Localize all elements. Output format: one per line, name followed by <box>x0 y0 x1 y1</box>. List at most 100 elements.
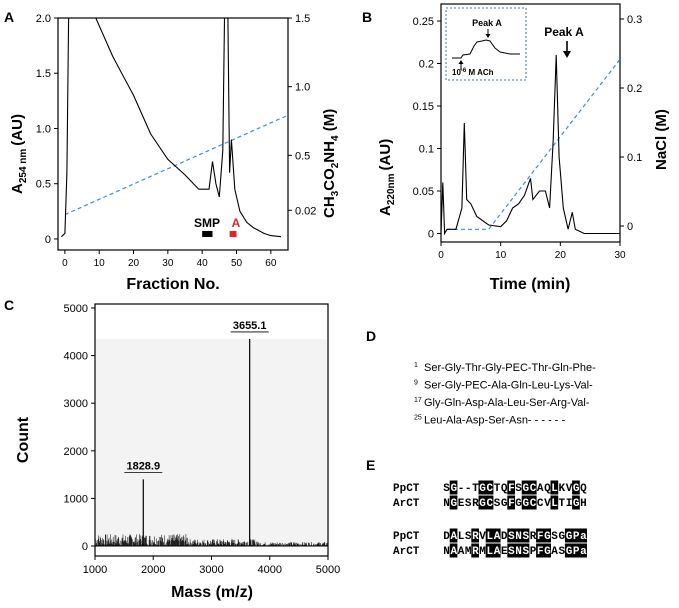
panel-e-residue: N <box>515 531 522 543</box>
panel-e-residue: T <box>558 498 565 510</box>
panel-a-y2-label-part: 3 <box>330 190 341 196</box>
panel-e-identity-shade <box>564 543 573 558</box>
panel-a-gradient-line <box>64 114 289 216</box>
panel-b-x-tick-label: 20 <box>555 250 567 261</box>
panel-e-residue: V <box>479 531 486 543</box>
panel-e-residue: R <box>472 531 479 543</box>
panel-b-y2-tick-label: 0.1 <box>627 152 642 164</box>
panel-e-identity-shade <box>579 543 587 558</box>
panel-e-residue: Q <box>544 483 551 495</box>
panel-c-x-tick-label: 2000 <box>141 564 165 576</box>
panel-d-sequence-line: Gly-Gln-Asp-Ala-Leu-Ser-Arg-Val- <box>424 397 590 409</box>
panel-e-identity-shade <box>514 528 523 543</box>
panel-e-residue: G <box>515 498 522 510</box>
panel-d-label: D <box>366 328 376 344</box>
panel-e-residue: Q <box>580 483 587 495</box>
panel-e-residue: G <box>479 483 486 495</box>
panel-e-residue: A <box>494 531 501 543</box>
panel-e-residue: A <box>458 546 465 558</box>
panel-c-axes: 1000 2000 3000 4000 5000 0 1000 2000 3000 4000 500… <box>64 303 341 576</box>
panel-e-identity-shade <box>449 495 458 510</box>
panel-e-identity-shade <box>536 543 544 558</box>
panel-c-background <box>96 338 327 546</box>
panel-a-y-tick-label: 0.5 <box>36 179 51 191</box>
panel-e-identity-shade <box>572 528 580 543</box>
panel-e-residue: P <box>530 546 537 558</box>
panel-b-inset-trace <box>452 39 520 59</box>
panel-e-identity-shade <box>543 543 551 558</box>
panel-a-plot-frame <box>57 17 289 251</box>
panel-e-identity-shade <box>572 480 580 495</box>
panel-b-inset-peak-arrowhead <box>485 34 491 38</box>
panel-a-y2-axis-label: CH3CO2NH4 (M) <box>321 109 341 218</box>
panel-e-identity-shade <box>564 528 573 543</box>
panel-e-residue: T <box>494 483 501 495</box>
panel-e-residue: a <box>580 546 587 558</box>
panel-a-y2-label-part: CO <box>321 168 338 191</box>
panel-a-bar-label-a: A <box>232 216 241 230</box>
panel-e-residue: H <box>580 498 587 510</box>
panel-e-residue: A <box>494 546 501 558</box>
panel-c-plot-area: 1828.9 3655.1 <box>94 320 329 547</box>
panel-e-label: E <box>366 457 375 473</box>
panel-e-residue: A <box>551 546 558 558</box>
panel-a-smp-bar <box>202 231 213 237</box>
panel-b-inset-stim-exp: -6 <box>461 68 467 74</box>
panel-e-residue: C <box>486 483 493 495</box>
panel-c: C 1000 2000 3000 4000 5000 0 1000 2000 3000 4000 5… <box>4 297 340 601</box>
panel-a-y2-tick-label: 1.0 <box>295 82 310 94</box>
panel-a-y-label-sub: 254 nm <box>18 149 29 184</box>
panel-e-residue: N <box>443 546 450 558</box>
panel-e-residue: K <box>558 483 565 495</box>
panel-e-residue: G <box>566 531 573 543</box>
panel-e-residue: V <box>566 483 573 495</box>
panel-e-residue: T <box>472 483 479 495</box>
panel-a-y2-label-part: CH <box>321 196 338 218</box>
panel-e-residue: S <box>551 531 558 543</box>
panel-e-residue: V <box>544 498 551 510</box>
panel-e-residue: S <box>522 531 529 543</box>
panel-b-absorbance-trace <box>440 54 620 236</box>
panel-a-plot-area <box>61 17 289 238</box>
panel-e-residue: F <box>508 498 515 510</box>
panel-a-y-tick-label: 2.0 <box>36 13 51 25</box>
panel-e-residue: S <box>515 483 522 495</box>
panel-d-sequence-line: Ser-Gly-PEC-Ala-Gln-Leu-Lys-Val- <box>424 380 593 392</box>
panel-e-residue: A <box>537 483 544 495</box>
panel-e-residue: A <box>450 531 457 543</box>
panel-c-x-tick-label: 1000 <box>83 564 107 576</box>
panel-e-residue: G <box>573 483 580 495</box>
panel-e-sequence-name: PpCT <box>393 483 420 495</box>
panel-e-identity-shade <box>543 528 551 543</box>
panel-a-y2-label-part: 2 <box>330 162 341 168</box>
panel-e-identity-shade <box>492 528 501 543</box>
panel-e-residue: a <box>580 531 587 543</box>
panel-e-residue: Q <box>501 483 508 495</box>
panel-e-identity-shade <box>478 495 487 510</box>
panel-e-residue: F <box>537 546 544 558</box>
panel-a-x-tick-label: 20 <box>128 258 140 269</box>
panel-a-y2-label-part: 4 <box>330 135 341 141</box>
panel-a-y-tick-label: 1.5 <box>36 68 51 80</box>
panel-b-x-tick-label: 10 <box>495 250 507 261</box>
panel-b-x-tick-label: 30 <box>614 250 626 261</box>
panel-e-residue: L <box>486 531 493 543</box>
panel-e-residue: S <box>465 498 472 510</box>
panel-e-identity-shade <box>521 543 530 558</box>
panel-a-y2-tick-label: 0.02 <box>295 205 316 217</box>
panel-a-absorbance-trace <box>61 17 282 238</box>
panel-e-residue: R <box>472 498 479 510</box>
panel-e-residue: E <box>501 546 508 558</box>
panel-b-y2-tick-label: 0.2 <box>627 83 642 95</box>
panel-e-identity-shade <box>485 495 494 510</box>
panel-b-inset-stim-main: 10 <box>452 68 461 77</box>
panel-e-residue: R <box>530 531 537 543</box>
panel-b-axes: 0 10 20 30 0 0.05 0.1 0.15 0.2 0.25 0 0.1 0.2 0.3 <box>413 14 643 261</box>
panel-e-residue: G <box>450 498 457 510</box>
panel-a-x-tick-label: 60 <box>265 258 277 269</box>
panel-c-y-tick-label: 2000 <box>64 446 88 458</box>
panel-b-peak-arrowhead <box>563 51 571 58</box>
panel-a-y-label-unit: (AU) <box>9 114 26 146</box>
